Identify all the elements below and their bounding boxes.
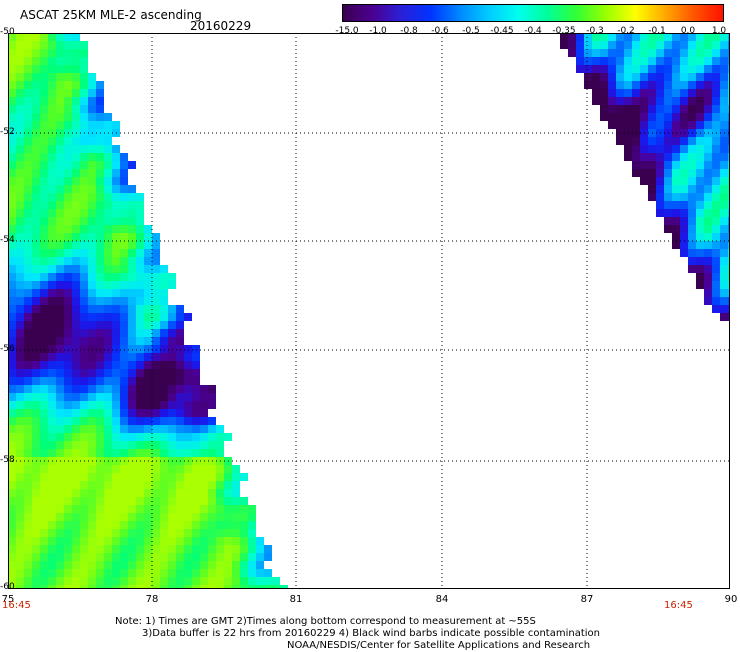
y-label-60: -60 [0, 582, 15, 592]
note-line-1: Note: 1) Times are GMT 2)Times along bot… [115, 616, 536, 627]
chart-date: 20160229 [190, 19, 252, 33]
colorbar-tick: -0.35 [552, 26, 576, 36]
x-label-84: 84 [435, 594, 449, 605]
colorbar-tick: -15.0 [335, 26, 359, 36]
colorbar [342, 4, 724, 22]
colorbar-tick: -0.5 [462, 26, 480, 36]
y-label-54: -54 [0, 235, 15, 245]
y-label-50: -50 [0, 27, 15, 37]
swath-map [8, 33, 730, 589]
x-label-87: 87 [580, 594, 594, 605]
y-label-58: -58 [0, 455, 15, 465]
colorbar-tick: -0.2 [617, 26, 635, 36]
x-label-78: 78 [145, 594, 159, 605]
x-label-75: 75 [1, 594, 15, 605]
colorbar-tick: -0.3 [586, 26, 604, 36]
note-line-3: NOAA/NESDIS/Center for Satellite Applica… [287, 640, 591, 651]
colorbar-tick: -0.4 [524, 26, 542, 36]
swath-cells [8, 33, 730, 589]
time-left: 16:45 [2, 600, 31, 611]
colorbar-tick: -0.6 [431, 26, 449, 36]
colorbar-tick: -0.45 [490, 26, 514, 36]
colorbar-tick: 1.0 [711, 26, 727, 36]
x-label-81: 81 [289, 594, 303, 605]
map-frame [8, 33, 730, 589]
y-label-56: -56 [0, 344, 15, 354]
notes: Note: 1) Times are GMT 2)Times along bot… [115, 616, 600, 652]
map-grid [8, 33, 730, 589]
colorbar-tick: -0.8 [400, 26, 418, 36]
colorbar-tick: 0.0 [680, 26, 696, 36]
colorbar-tick: -0.1 [648, 26, 666, 36]
chart-title: ASCAT 25KM MLE-2 ascending [20, 8, 202, 22]
left-swath [8, 33, 288, 589]
note-line-2: 3)Data buffer is 22 hrs from 20160229 4)… [142, 628, 600, 639]
y-label-52: -52 [0, 127, 15, 137]
colorbar-tick-labels: -15.0 -1.0 -0.8 -0.6 -0.5 -0.45 -0.4 -0.35 -0.3 -… [335, 26, 727, 38]
colorbar-tick: -1.0 [369, 26, 387, 36]
x-label-90: 90 [724, 594, 738, 605]
time-right: 16:45 [664, 600, 693, 611]
